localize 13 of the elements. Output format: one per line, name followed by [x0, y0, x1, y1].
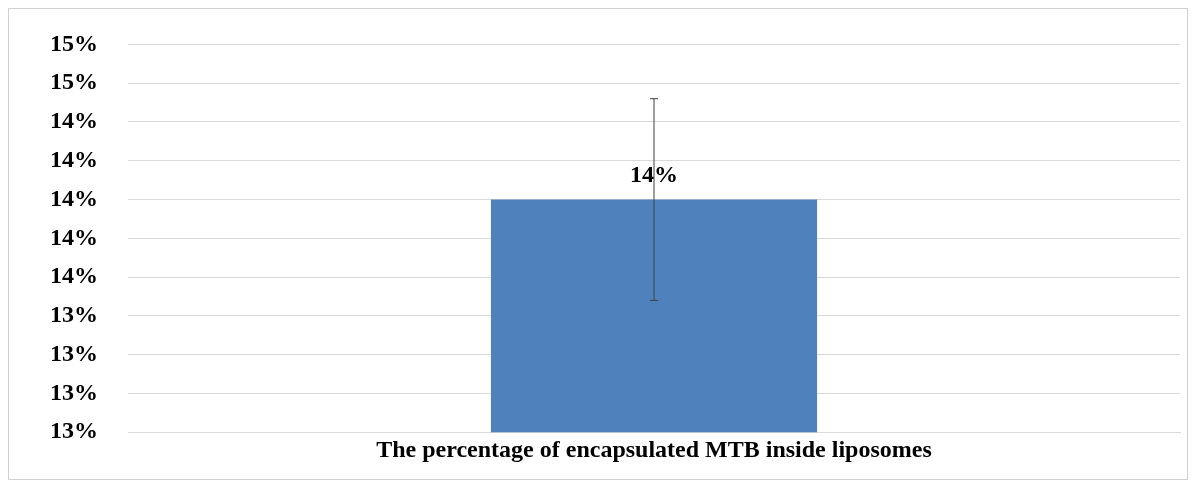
data-label: 14%: [630, 160, 678, 187]
y-tick-label: 15%: [50, 29, 98, 56]
y-tick-label: 14%: [50, 262, 98, 289]
x-tick-label: The percentage of encapsulated MTB inside liposomes: [376, 435, 932, 462]
y-tick-label: 14%: [50, 223, 98, 250]
y-tick-label: 15%: [50, 68, 98, 95]
y-tick-label: 14%: [50, 107, 98, 134]
y-tick-label: 13%: [50, 378, 98, 405]
y-tick-label: 14%: [50, 184, 98, 211]
y-tick-label: 14%: [50, 145, 98, 172]
y-tick-label: 13%: [50, 301, 98, 328]
y-tick-label: 13%: [50, 339, 98, 366]
y-tick-label: 13%: [50, 417, 98, 444]
